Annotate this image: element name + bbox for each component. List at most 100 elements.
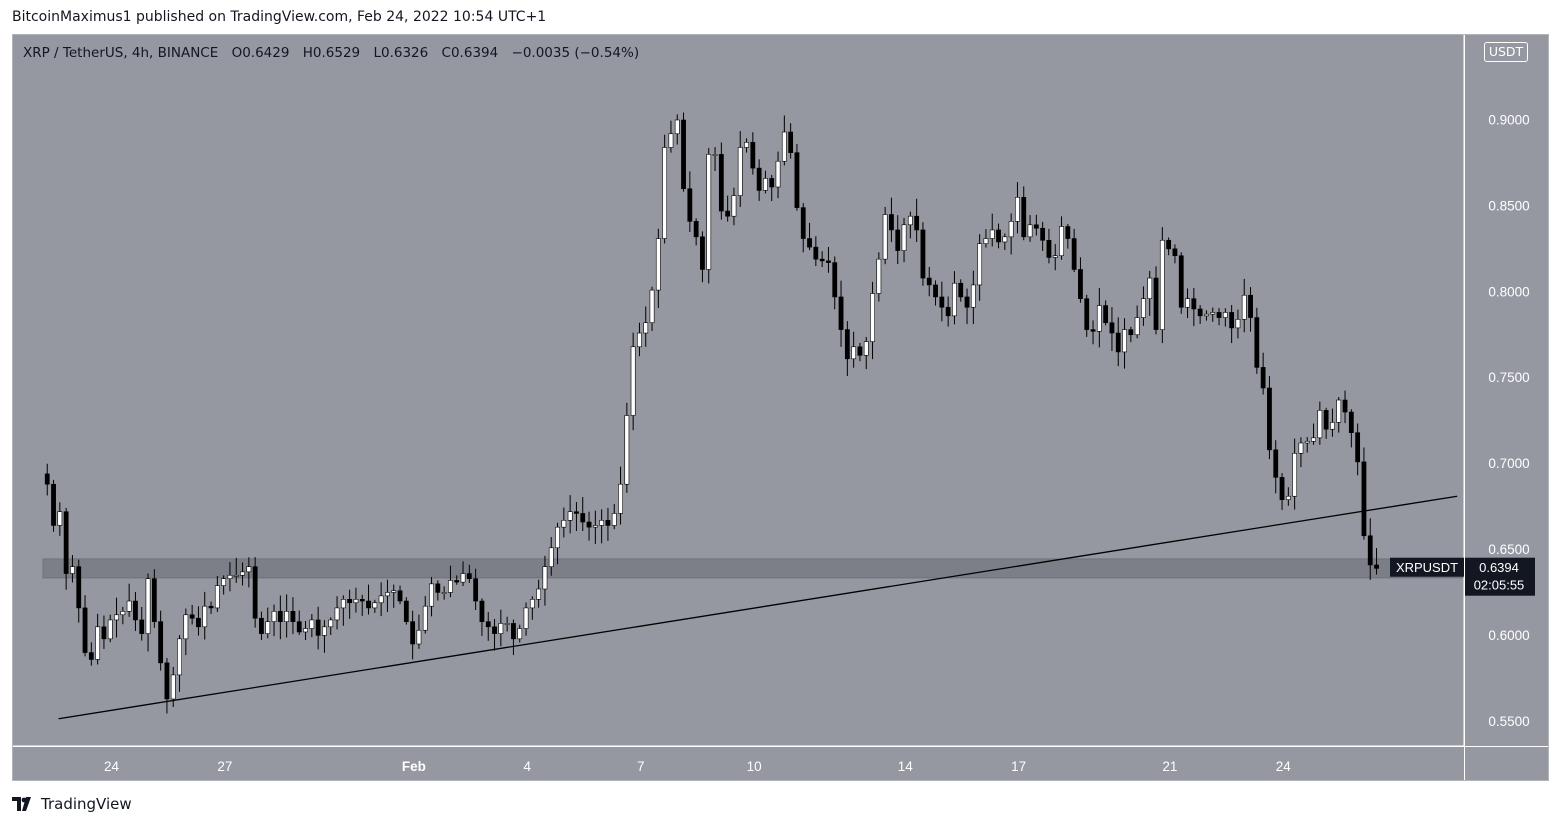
candle[interactable] <box>101 615 107 649</box>
candle[interactable] <box>1185 288 1190 319</box>
candle[interactable] <box>385 579 390 612</box>
candle[interactable] <box>233 557 239 583</box>
candle[interactable] <box>511 619 516 656</box>
candle[interactable] <box>567 495 573 534</box>
candle[interactable] <box>1304 437 1310 453</box>
candle[interactable] <box>800 203 806 253</box>
candlestick-chart[interactable]: 0.9000 0.8500 0.8000 0.7500 0.7000 0.6500 0.60… <box>13 35 1548 780</box>
candle[interactable] <box>485 612 491 641</box>
candle[interactable] <box>977 234 983 301</box>
candle[interactable] <box>958 279 964 302</box>
candle[interactable] <box>662 134 668 244</box>
candle[interactable] <box>763 170 768 194</box>
candle[interactable] <box>158 610 164 671</box>
candle[interactable] <box>1015 182 1020 234</box>
candle[interactable] <box>939 281 945 322</box>
candle[interactable] <box>271 604 277 637</box>
chart-frame[interactable]: 0.9000 0.8500 0.8000 0.7500 0.7000 0.6500 0.60… <box>12 34 1549 781</box>
candle[interactable] <box>1027 215 1033 242</box>
candle[interactable] <box>529 596 535 620</box>
plot-area[interactable] <box>13 35 1464 746</box>
candle[interactable] <box>183 608 189 656</box>
symbol-title[interactable]: XRP / TetherUS, 4h, BINANCE <box>23 45 219 61</box>
candle[interactable] <box>177 635 182 692</box>
candle[interactable] <box>1241 278 1247 333</box>
candle[interactable] <box>309 614 315 638</box>
candle[interactable] <box>1096 288 1102 348</box>
candle[interactable] <box>1166 237 1172 256</box>
candle[interactable] <box>1298 437 1304 468</box>
candle[interactable] <box>63 507 69 590</box>
candle[interactable] <box>372 599 378 613</box>
candle[interactable] <box>788 123 794 159</box>
candle[interactable] <box>1254 307 1260 374</box>
candle[interactable] <box>139 606 145 641</box>
candle[interactable] <box>322 620 327 653</box>
candle[interactable] <box>907 211 913 239</box>
candle[interactable] <box>366 584 371 615</box>
candle[interactable] <box>1159 227 1165 344</box>
candle[interactable] <box>618 466 623 525</box>
tradingview-brand[interactable]: TradingView <box>12 795 132 813</box>
candle[interactable] <box>1273 440 1279 494</box>
candle[interactable] <box>107 614 113 643</box>
candle[interactable] <box>756 159 762 201</box>
candle[interactable] <box>775 151 781 199</box>
candle[interactable] <box>1197 305 1203 324</box>
candle[interactable] <box>44 463 50 496</box>
candle[interactable] <box>819 251 825 268</box>
candle[interactable] <box>416 614 422 649</box>
candle[interactable] <box>832 256 838 310</box>
candle[interactable] <box>466 564 472 583</box>
candle[interactable] <box>844 321 850 377</box>
candle[interactable] <box>1021 186 1027 241</box>
candle[interactable] <box>1348 409 1354 448</box>
candle[interactable] <box>1046 228 1052 264</box>
candle[interactable] <box>737 131 743 207</box>
candle[interactable] <box>1008 213 1014 255</box>
candle[interactable] <box>227 562 233 592</box>
candle[interactable] <box>1052 244 1058 271</box>
candle[interactable] <box>611 504 617 530</box>
candle[interactable] <box>1355 423 1361 476</box>
candle[interactable] <box>996 223 1001 249</box>
candle[interactable] <box>725 195 731 222</box>
candle[interactable] <box>586 511 592 541</box>
candle[interactable] <box>1134 305 1140 339</box>
candle[interactable] <box>718 142 724 220</box>
candle[interactable] <box>1210 307 1216 322</box>
candle[interactable] <box>542 555 548 606</box>
candle[interactable] <box>196 606 201 636</box>
candle[interactable] <box>769 174 775 202</box>
candle[interactable] <box>76 559 82 623</box>
candle[interactable] <box>340 595 346 626</box>
candle[interactable] <box>1071 228 1077 273</box>
candle[interactable] <box>1147 270 1153 316</box>
candle[interactable] <box>460 561 466 587</box>
candle[interactable] <box>246 557 252 588</box>
candle[interactable] <box>88 642 94 666</box>
candle[interactable] <box>952 271 957 325</box>
candle[interactable] <box>870 281 875 360</box>
candle[interactable] <box>794 144 800 211</box>
candle[interactable] <box>422 595 428 634</box>
candle[interactable] <box>1115 317 1121 367</box>
candle[interactable] <box>1317 401 1323 445</box>
candle[interactable] <box>151 569 157 628</box>
candle[interactable] <box>120 606 126 625</box>
candle[interactable] <box>889 197 894 243</box>
candle[interactable] <box>315 606 321 650</box>
candle[interactable] <box>700 231 705 283</box>
candle[interactable] <box>441 586 447 600</box>
candle[interactable] <box>536 579 542 608</box>
candle[interactable] <box>1229 305 1235 344</box>
price-axis[interactable] <box>1465 35 1548 746</box>
candle[interactable] <box>265 607 271 639</box>
candle[interactable] <box>548 537 554 576</box>
candle[interactable] <box>208 601 214 614</box>
candle[interactable] <box>1222 308 1228 327</box>
candle[interactable] <box>492 619 497 651</box>
candle[interactable] <box>504 616 510 632</box>
candle[interactable] <box>1078 257 1083 303</box>
candle[interactable] <box>1235 309 1241 339</box>
